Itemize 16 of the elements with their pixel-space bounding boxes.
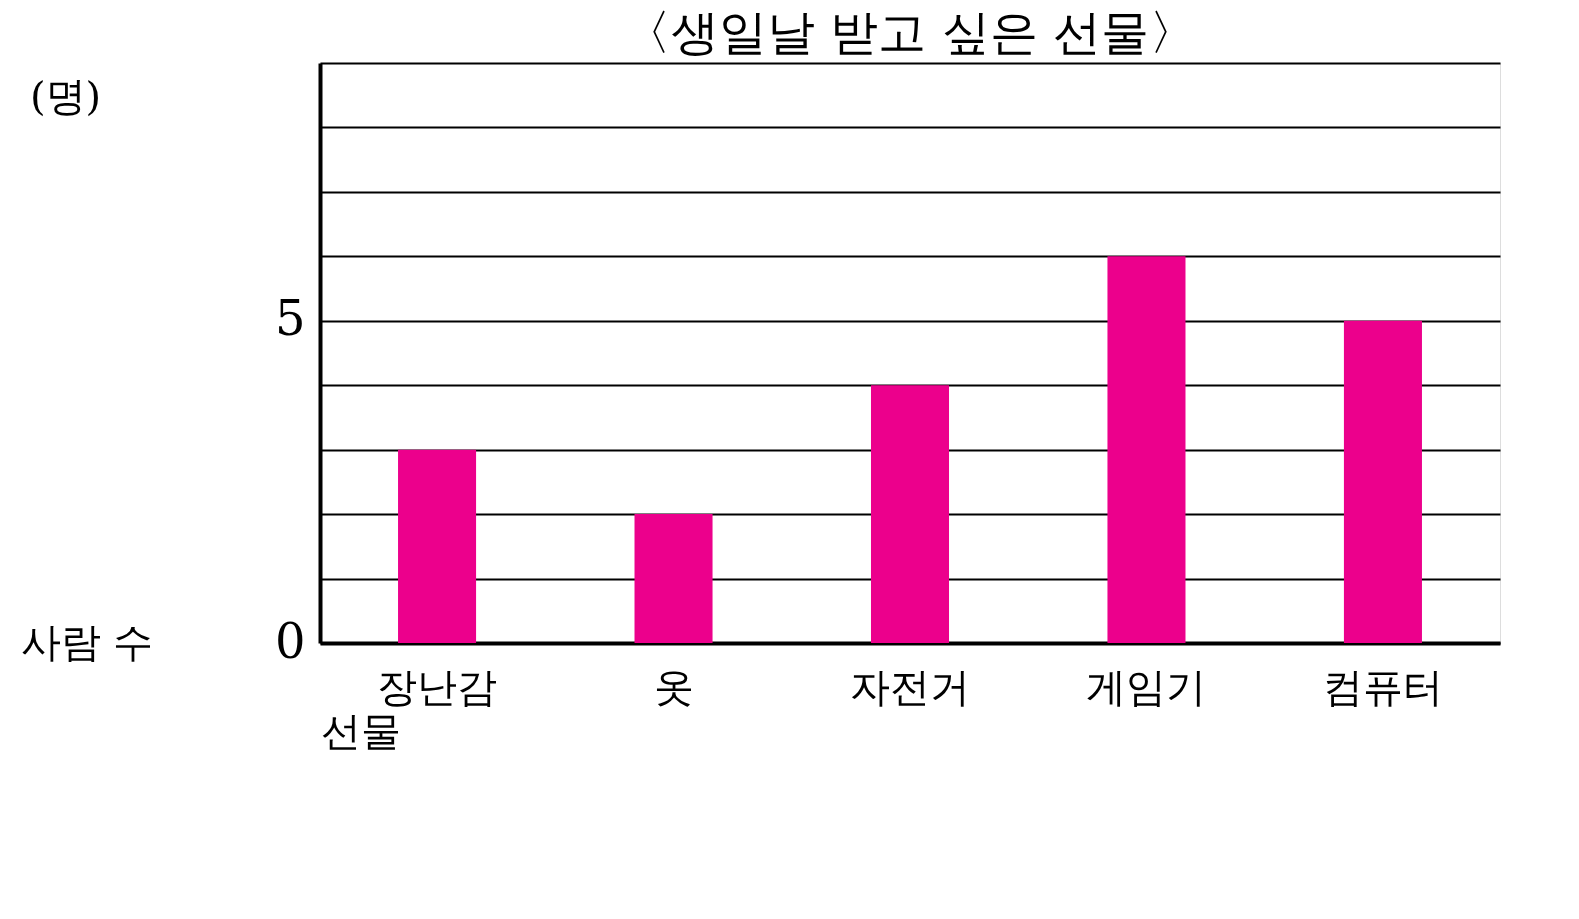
- x-tick-label: 컴퓨터: [1322, 663, 1443, 710]
- text: (명): [30, 73, 102, 119]
- y-tick-label: 5: [274, 290, 306, 347]
- bar: [398, 449, 477, 643]
- x-tick-label: 옷: [653, 663, 694, 710]
- bar: [1107, 256, 1186, 643]
- x-axis-title: 선물: [320, 707, 401, 754]
- y-axis-title: 사람 수: [20, 618, 154, 665]
- bar: [1343, 320, 1422, 643]
- chart-title: 〈생일날 받고 싶은 선물〉: [623, 3, 1197, 60]
- bar: [634, 514, 713, 643]
- y-tick-label: 0: [274, 612, 306, 669]
- x-tick-label: 게임기: [1086, 663, 1207, 710]
- bar: [870, 385, 950, 643]
- x-tick-label: 장난감: [377, 663, 498, 710]
- x-tick-label: 자전거: [850, 663, 970, 710]
